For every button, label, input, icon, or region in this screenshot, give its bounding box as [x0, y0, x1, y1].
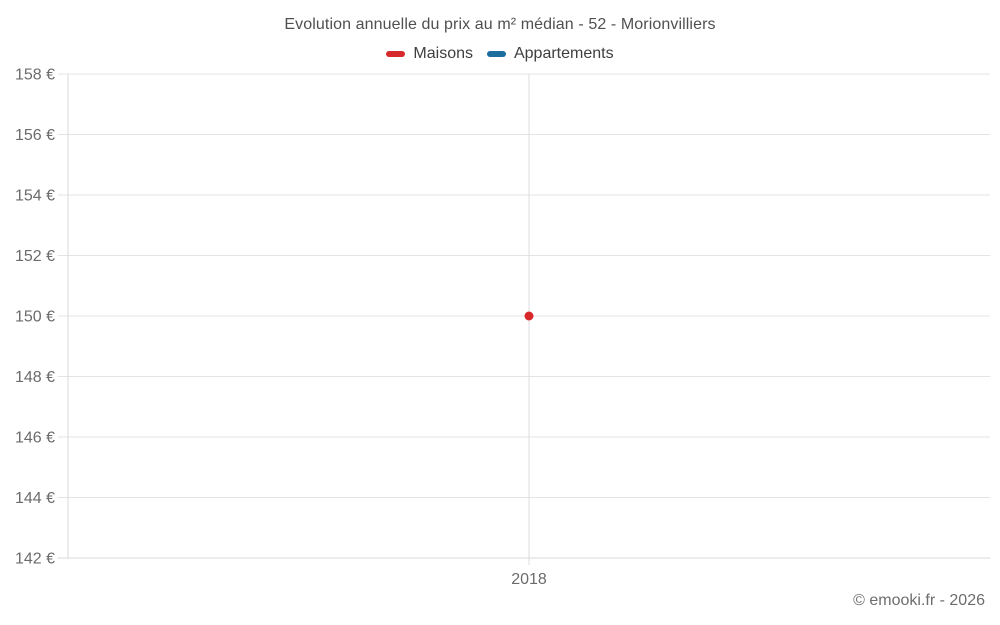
y-tick-label: 148 € — [15, 369, 55, 386]
y-tick-label: 156 € — [15, 127, 55, 144]
data-point-maisons[interactable] — [524, 311, 534, 321]
copyright-text: © emooki.fr - 2026 — [853, 592, 985, 609]
legend-label-maisons: Maisons — [413, 45, 473, 62]
legend-item-maisons[interactable]: Maisons — [386, 45, 473, 63]
maisons-swatch-icon — [386, 51, 406, 57]
y-tick-label: 144 € — [15, 490, 55, 507]
y-tick-label: 154 € — [15, 188, 55, 205]
legend-label-appartements: Appartements — [513, 45, 614, 62]
legend: Maisons Appartements — [0, 45, 1000, 63]
legend-item-appartements[interactable]: Appartements — [486, 45, 614, 63]
appartements-swatch-icon — [486, 51, 506, 57]
chart-title: Evolution annuelle du prix au m² médian … — [284, 16, 716, 33]
y-tick-label: 152 € — [15, 248, 55, 265]
x-tick-label: 2018 — [511, 571, 547, 588]
y-tick-label: 142 € — [15, 551, 55, 568]
y-tick-label: 158 € — [15, 67, 55, 84]
y-tick-label: 146 € — [15, 430, 55, 447]
y-tick-label: 150 € — [15, 309, 55, 326]
